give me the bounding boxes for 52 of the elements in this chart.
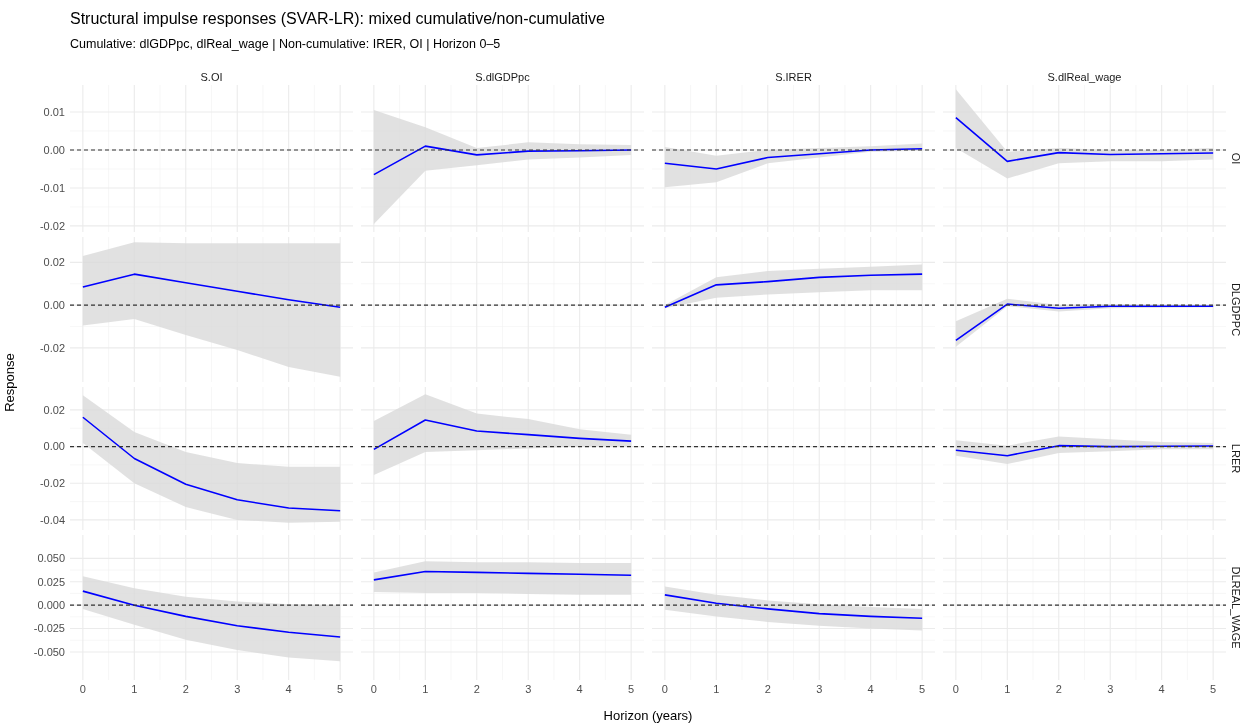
y2-axis-title: DLREAL_WAGE (1230, 566, 1242, 649)
x2-axis-title: S.dlReal_wage (1047, 71, 1122, 83)
x-tick-label: 5 (337, 683, 344, 695)
y-tick-label: 0.02 (43, 403, 65, 416)
y-tick-label: -0.02 (39, 341, 65, 354)
x2-axis-title: S.OI (200, 71, 223, 83)
x-tick-label: 4 (285, 683, 292, 695)
y-axis-title: Response (2, 353, 17, 412)
y-tick-label: -0.050 (33, 645, 65, 658)
x-tick-label: 5 (1210, 683, 1217, 695)
x-tick-label: 4 (576, 683, 583, 695)
y-tick-label: 0.000 (37, 599, 65, 612)
x-tick-label: 0 (370, 683, 377, 695)
y-tick-label: -0.01 (39, 181, 65, 194)
x-tick-label: 1 (131, 683, 138, 695)
y2-axis-title: LRER (1230, 443, 1242, 474)
y2-axis-title: OI (1230, 152, 1242, 165)
x-tick-label: 2 (473, 683, 480, 695)
y-tick-label: 0.01 (43, 105, 65, 118)
x-tick-label: 0 (952, 683, 959, 695)
y-tick-label: 0.025 (37, 575, 65, 588)
x-tick-label: 4 (1158, 683, 1165, 695)
x-tick-label: 4 (867, 683, 874, 695)
chart-subtitle: Cumulative: dlGDPpc, dlReal_wage | Non-cumulative: IRER, OI | Horizon 0–5 (70, 37, 501, 51)
x-tick-label: 2 (1055, 683, 1062, 695)
x-axis-title: Horizon (years) (603, 708, 693, 723)
x-tick-label: 0 (661, 683, 668, 695)
x-tick-label: 5 (919, 683, 926, 695)
x-tick-label: 1 (713, 683, 720, 695)
x-tick-label: 3 (816, 683, 823, 695)
x-tick-label: 1 (422, 683, 429, 695)
chart-title: Structural impulse responses (SVAR-LR): mixed cumulative/non-cumulative (70, 10, 606, 27)
y-tick-label: -0.02 (39, 477, 65, 490)
x-tick-label: 5 (628, 683, 635, 695)
x2-axis-title: S.IRER (775, 71, 812, 83)
y-tick-label: 0.02 (43, 256, 65, 269)
y-tick-label: 0.00 (43, 298, 65, 311)
x-tick-label: 3 (1107, 683, 1114, 695)
x2-axis-title: S.dlGDPpc (475, 71, 531, 83)
x-tick-label: 3 (525, 683, 532, 695)
y2-axis-title: DLGDPPC (1230, 282, 1242, 337)
x-tick-label: 3 (234, 683, 241, 695)
x-tick-label: 1 (1004, 683, 1011, 695)
y-tick-label: -0.02 (39, 219, 65, 232)
y-tick-label: 0.00 (43, 143, 65, 156)
x-tick-label: 2 (764, 683, 771, 695)
x-tick-label: 2 (182, 683, 189, 695)
x-tick-label: 0 (79, 683, 86, 695)
y-tick-label: 0.050 (37, 552, 65, 565)
y-tick-label: 0.00 (43, 440, 65, 453)
y-tick-label: -0.025 (33, 622, 65, 635)
y-tick-label: -0.04 (39, 513, 65, 526)
